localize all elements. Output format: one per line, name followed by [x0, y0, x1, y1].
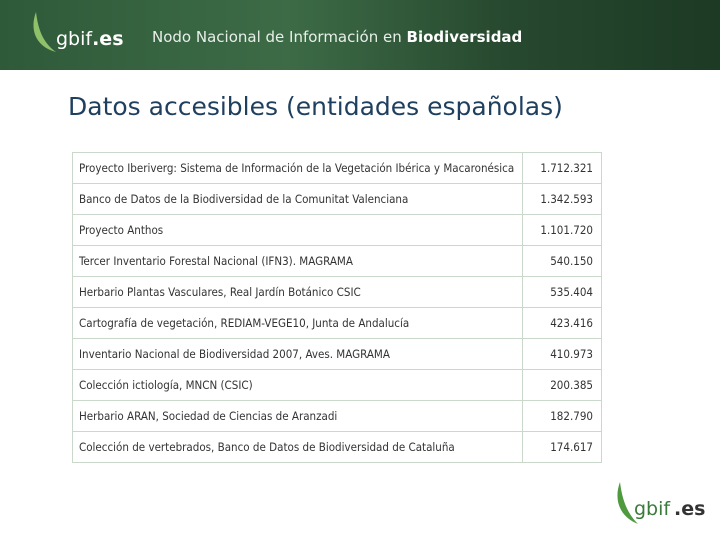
footer-logo: gbif .es — [612, 480, 708, 534]
source-name: Inventario Nacional de Biodiversidad 200… — [72, 338, 523, 370]
data-table: Proyecto Iberiverg: Sistema de Informaci… — [72, 152, 602, 463]
table-row: Cartografía de vegetación, REDIAM-VEGE10… — [72, 307, 602, 339]
record-count: 423.416 — [522, 307, 602, 339]
record-count: 410.973 — [522, 338, 602, 370]
header-logo: gbif.es — [56, 28, 124, 50]
source-name: Proyecto Iberiverg: Sistema de Informaci… — [72, 152, 523, 184]
source-name: Banco de Datos de la Biodiversidad de la… — [72, 183, 523, 215]
table-row: Inventario Nacional de Biodiversidad 200… — [72, 338, 602, 370]
table-row: Colección ictiología, MNCN (CSIC) 200.385 — [72, 369, 602, 401]
header-banner: gbif.es Nodo Nacional de Información en … — [0, 0, 720, 70]
logo-name: gbif — [56, 28, 93, 50]
header-title-text: Nodo Nacional de Información en — [152, 28, 402, 46]
source-name: Herbario ARAN, Sociedad de Ciencias de A… — [72, 400, 523, 432]
record-count: 1.712.321 — [522, 152, 602, 184]
footer-logo-suffix: .es — [674, 498, 706, 520]
source-name: Proyecto Anthos — [72, 214, 523, 246]
record-count: 200.385 — [522, 369, 602, 401]
table-row: Herbario ARAN, Sociedad de Ciencias de A… — [72, 400, 602, 432]
table-body: Proyecto Iberiverg: Sistema de Informaci… — [72, 152, 602, 463]
record-count: 182.790 — [522, 400, 602, 432]
header-title: Nodo Nacional de Información en Biodiver… — [152, 28, 522, 46]
record-count: 535.404 — [522, 276, 602, 308]
table-row: Banco de Datos de la Biodiversidad de la… — [72, 183, 602, 215]
record-count: 174.617 — [522, 431, 602, 463]
record-count: 1.101.720 — [522, 214, 602, 246]
table-row: Colección de vertebrados, Banco de Datos… — [72, 431, 602, 463]
source-name: Colección de vertebrados, Banco de Datos… — [72, 431, 523, 463]
record-count: 540.150 — [522, 245, 602, 277]
slide-title: Datos accesibles (entidades españolas) — [68, 92, 563, 121]
source-name: Cartografía de vegetación, REDIAM-VEGE10… — [72, 307, 523, 339]
record-count: 1.342.593 — [522, 183, 602, 215]
footer-leaf — [617, 482, 638, 524]
table-row: Herbario Plantas Vasculares, Real Jardín… — [72, 276, 602, 308]
source-name: Colección ictiología, MNCN (CSIC) — [72, 369, 523, 401]
table-row: Proyecto Iberiverg: Sistema de Informaci… — [72, 152, 602, 184]
source-name: Tercer Inventario Forestal Nacional (IFN… — [72, 245, 523, 277]
footer-logo-name: gbif — [634, 498, 671, 520]
logo-leaf — [33, 12, 56, 52]
header-title-bold: Biodiversidad — [406, 28, 523, 46]
logo-suffix: .es — [92, 28, 124, 50]
source-name: Herbario Plantas Vasculares, Real Jardín… — [72, 276, 523, 308]
table-row: Proyecto Anthos 1.101.720 — [72, 214, 602, 246]
table-row: Tercer Inventario Forestal Nacional (IFN… — [72, 245, 602, 277]
